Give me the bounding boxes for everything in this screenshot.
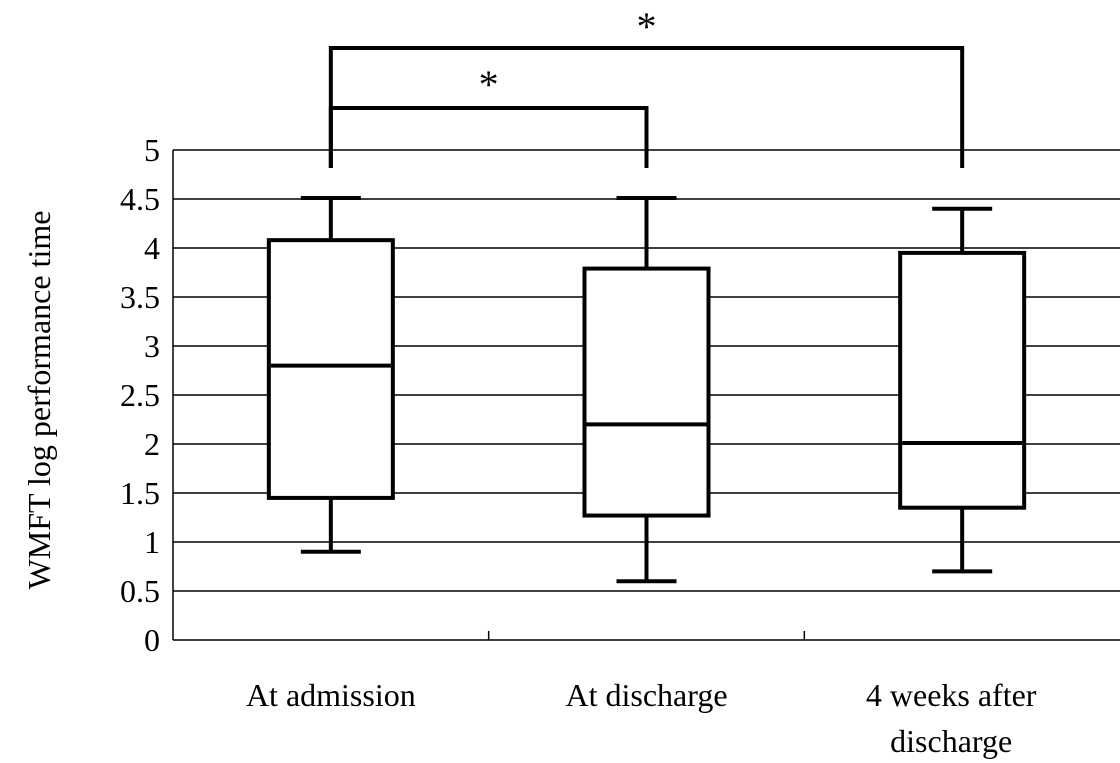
significance-brackets: ** [328, 4, 965, 168]
significance-star: * [637, 4, 657, 49]
x-tick-label: At discharge [565, 677, 727, 713]
boxes [266, 196, 1027, 584]
x-tick-label: 4 weeks after [866, 677, 1037, 713]
y-tick-label: 2.5 [120, 377, 160, 413]
box-group [266, 196, 395, 554]
x-tick-labels: At admission At discharge 4 weeks after dis… [246, 677, 1037, 759]
y-tick-label: 1 [144, 524, 160, 560]
iqr-box [266, 238, 395, 500]
significance-bracket: * [328, 62, 649, 168]
significance-star: * [479, 62, 499, 107]
y-tick-label: 3 [144, 328, 160, 364]
x-tick-label: discharge [890, 723, 1012, 759]
bracket-line [328, 46, 965, 168]
y-tick-label: 4 [144, 230, 160, 266]
y-tick-label: 0 [144, 622, 160, 658]
box-group [898, 206, 1027, 574]
y-tick-label: 3.5 [120, 279, 160, 315]
box-group [582, 196, 711, 584]
bracket-line [328, 106, 649, 168]
x-tick-label: At admission [246, 677, 416, 713]
y-axis-label: WMFT log performance time [21, 211, 57, 590]
iqr-box [582, 266, 711, 518]
y-tick-label: 0.5 [120, 573, 160, 609]
y-tick-label: 2 [144, 426, 160, 462]
significance-bracket: * [328, 4, 965, 168]
y-tick-labels: 0 0.5 1 1.5 2 2.5 3 3.5 4 4.5 5 [120, 132, 160, 658]
axes [172, 150, 1120, 641]
y-tick-label: 1.5 [120, 475, 160, 511]
iqr-box [898, 250, 1027, 510]
y-tick-label: 4.5 [120, 181, 160, 217]
y-tick-label: 5 [144, 132, 160, 168]
